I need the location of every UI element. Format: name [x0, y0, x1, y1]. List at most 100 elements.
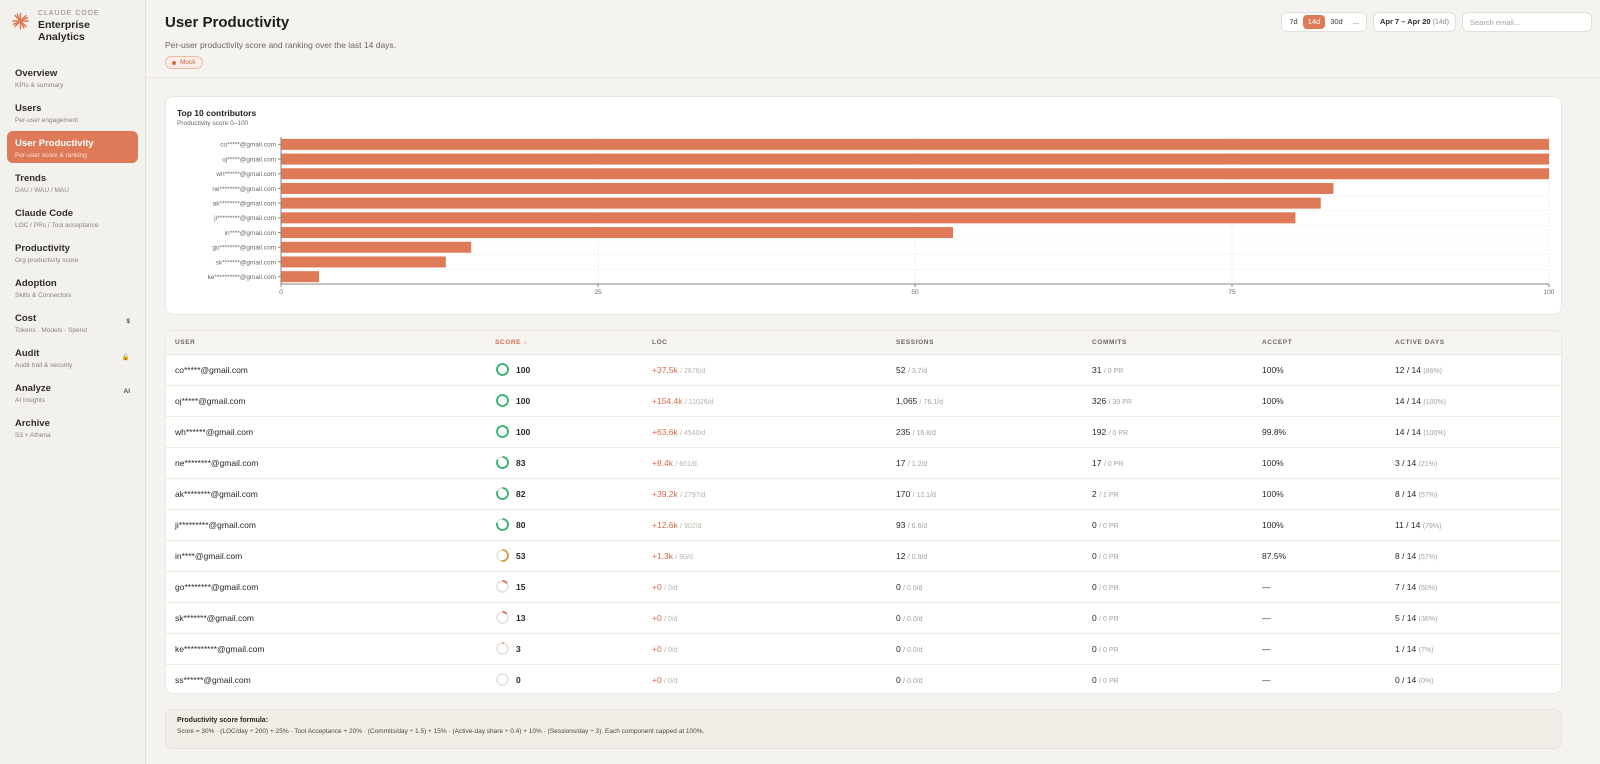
sidebar-item-badge: 🔒 — [121, 354, 130, 361]
sessions-cell: 12 / 0.9/d — [887, 540, 1083, 571]
column-header-sessions[interactable]: SESSIONS — [887, 331, 1083, 355]
productivity-table: USER SCORE ↓ LOC SESSIONS COMMITS ACCEPT ACTIV… — [165, 330, 1562, 694]
sessions-cell: 93 / 6.6/d — [887, 509, 1083, 540]
chart-bar[interactable] — [281, 138, 1549, 150]
active-days-share: (36%) — [1418, 615, 1438, 623]
table-row[interactable]: ji*********@gmail.com 80 +12.6k / 902/d 93 … — [166, 509, 1561, 540]
active-days-cell: 0 / 14 (0%) — [1386, 664, 1561, 693]
table-row[interactable]: ak********@gmail.com 82 +39.2k / 2797/d 170… — [166, 478, 1561, 509]
column-header-accept[interactable]: ACCEPT — [1253, 331, 1386, 355]
sidebar-item-label: Archive — [15, 418, 50, 429]
loc-value: +154.4k — [652, 395, 683, 406]
column-header-active-days[interactable]: ACTIVE DAYS — [1386, 331, 1561, 355]
table-header-row: USER SCORE ↓ LOC SESSIONS COMMITS ACCEPT ACTIV… — [166, 331, 1561, 355]
score-ring-icon — [496, 363, 509, 376]
score-cell: 100 — [486, 385, 643, 416]
active-days-value: 1 / 14 — [1395, 643, 1417, 654]
sidebar-item-users[interactable]: Users Per-user engagement — [7, 96, 138, 128]
date-range-picker[interactable]: Apr 7 – Apr 20 (14d) — [1372, 12, 1456, 32]
active-days-cell: 11 / 14 (79%) — [1386, 509, 1561, 540]
table-row[interactable]: ss******@gmail.com 0 +0 / 0/d 0 / 0.0/d 0 / … — [166, 664, 1561, 693]
column-header-score[interactable]: SCORE ↓ — [486, 331, 643, 355]
table-row[interactable]: wh******@gmail.com 100 +63.6k / 4540/d 235 … — [166, 416, 1561, 447]
date-range-days: (14d) — [1432, 19, 1449, 26]
commits-value: 0 — [1092, 612, 1097, 623]
sidebar-item-productivity[interactable]: Productivity Org productivity score — [7, 236, 138, 268]
range-button-30d[interactable]: 30d — [1330, 17, 1343, 26]
main-content: User Productivity Per-user productivity … — [146, 0, 1600, 764]
commits-pr: / 0 PR — [1099, 522, 1119, 530]
score-cell: 15 — [486, 571, 643, 602]
loc-per-day: / 0/d — [664, 584, 678, 592]
loc-per-day: / 601/d — [675, 460, 697, 468]
user-cell: ne********@gmail.com — [175, 457, 259, 468]
sidebar-item-adoption[interactable]: Adoption Skills & Connectors — [7, 271, 138, 303]
sessions-cell: 17 / 1.2/d — [887, 447, 1083, 478]
table-row[interactable]: in****@gmail.com 53 +1.3k / 90/d 12 / 0.9/d… — [166, 540, 1561, 571]
commits-cell: 0 / 0 PR — [1083, 540, 1253, 571]
sidebar-item-user-productivity[interactable]: User Productivity Per-user score & rankin… — [7, 131, 138, 163]
active-days-cell: 14 / 14 (100%) — [1386, 385, 1561, 416]
sessions-value: 170 — [896, 488, 911, 499]
chart-category-label: ak********@gmail.com — [213, 200, 276, 207]
sidebar-item-archive[interactable]: Archive S3 + Athena — [7, 411, 138, 443]
sidebar-item-overview[interactable]: Overview KPIs & summary — [7, 61, 138, 93]
sessions-value: 0 — [896, 581, 901, 592]
score-value: 0 — [516, 674, 521, 685]
score-value: 80 — [516, 519, 526, 530]
range-more-button[interactable]: ... — [1352, 17, 1359, 26]
search-input[interactable] — [1462, 12, 1592, 32]
commits-value: 0 — [1092, 550, 1097, 561]
sidebar-item-label: Overview — [15, 68, 58, 79]
header-controls: 7d 14d 30d... Apr 7 – Apr 20 (14d) — [1281, 12, 1592, 32]
sidebar-item-label: Cost — [15, 313, 37, 324]
table-row[interactable]: oj*****@gmail.com 100 +154.4k / 11026/d 1,0… — [166, 385, 1561, 416]
loc-per-day: / 90/d — [675, 553, 693, 561]
sessions-per-day: / 0.9/d — [907, 553, 928, 561]
sidebar-item-claude-code[interactable]: Claude Code LOC / PRs / Tool acceptance — [7, 201, 138, 233]
chart-bar[interactable] — [281, 182, 1334, 194]
active-days-value: 3 / 14 — [1395, 457, 1417, 468]
sidebar-item-cost[interactable]: Cost Tokens · Models · Spend $ — [7, 306, 138, 338]
user-cell: wh******@gmail.com — [175, 426, 254, 437]
column-header-user[interactable]: USER — [166, 331, 486, 355]
score-cell: 80 — [486, 509, 643, 540]
sidebar-item-trends[interactable]: Trends DAU / WAU / MAU — [7, 166, 138, 198]
loc-cell: +39.2k / 2797/d — [643, 478, 887, 509]
chart-bar[interactable] — [281, 168, 1549, 180]
chart-bar[interactable] — [281, 271, 320, 283]
table-row[interactable]: go********@gmail.com 15 +0 / 0/d 0 / 0.0/d 0… — [166, 571, 1561, 602]
score-value: 53 — [516, 550, 526, 561]
chart-bar[interactable] — [281, 212, 1296, 224]
chart-category-label: co*****@gmail.com — [220, 142, 276, 149]
column-header-loc[interactable]: LOC — [643, 331, 887, 355]
sidebar-item-badge: $ — [126, 318, 130, 325]
chart-bar[interactable] — [281, 241, 472, 253]
active-days-share: (0%) — [1418, 677, 1434, 685]
loc-per-day: / 2676/d — [680, 367, 706, 375]
chart-bar[interactable] — [281, 153, 1549, 165]
column-header-commits[interactable]: COMMITS — [1083, 331, 1253, 355]
sessions-per-day: / 6.6/d — [907, 522, 928, 530]
range-button-7d[interactable]: 7d — [1289, 17, 1298, 26]
score-wrap: 0 — [495, 672, 643, 687]
sidebar-item-analyze[interactable]: Analyze AI insights AI — [7, 376, 138, 408]
chart-bar[interactable] — [281, 197, 1321, 209]
user-cell: ke**********@gmail.com — [175, 643, 265, 654]
active-days-share: (50%) — [1418, 584, 1438, 592]
table-row[interactable]: sk*******@gmail.com 13 +0 / 0/d 0 / 0.0/d 0 … — [166, 602, 1561, 633]
commits-cell: 0 / 0 PR — [1083, 633, 1253, 664]
loc-value: +0 — [652, 643, 662, 654]
sidebar-item-audit[interactable]: Audit Audit trail & security 🔒 — [7, 341, 138, 373]
commits-pr: / 0 PR — [1099, 615, 1119, 623]
commits-cell: 326 / 39 PR — [1083, 385, 1253, 416]
table-row[interactable]: ke**********@gmail.com 3 +0 / 0/d 0 / 0.0/d… — [166, 633, 1561, 664]
commits-cell: 2 / 1 PR — [1083, 478, 1253, 509]
loc-cell: +0 / 0/d — [643, 571, 887, 602]
chart-bar[interactable] — [281, 256, 446, 268]
range-button-14d[interactable]: 14d — [1302, 15, 1326, 29]
table-row[interactable]: ne********@gmail.com 83 +8.4k / 601/d 17 / … — [166, 447, 1561, 478]
active-days-share: (57%) — [1418, 553, 1438, 561]
table-row[interactable]: co*****@gmail.com 100 +37.5k / 2676/d 52 / … — [166, 354, 1561, 385]
chart-bar[interactable] — [281, 227, 954, 239]
